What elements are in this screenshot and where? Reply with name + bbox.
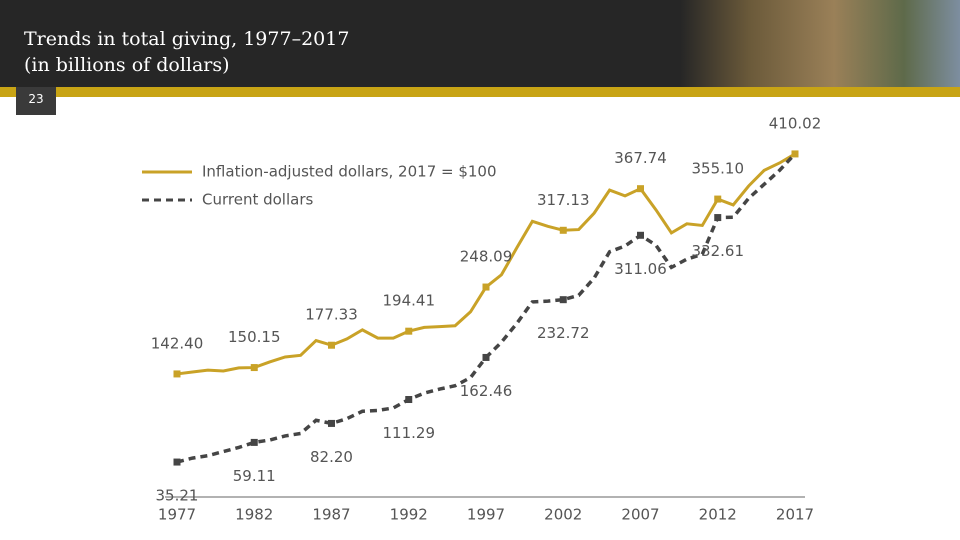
- point-marker: [328, 341, 335, 349]
- x-tick-label: 1997: [467, 506, 505, 524]
- point-marker: [482, 283, 490, 291]
- point-marker: [637, 231, 644, 239]
- point-marker: [173, 458, 181, 466]
- value-label: 232.72: [537, 324, 590, 342]
- value-label: 367.74: [614, 149, 667, 167]
- value-label: 248.09: [460, 248, 513, 266]
- legend-label: Current dollars: [202, 191, 313, 209]
- x-tick-label: 1977: [158, 506, 196, 524]
- value-label: 332.61: [692, 242, 745, 260]
- value-label: 59.11: [233, 467, 276, 485]
- point-marker: [250, 364, 258, 372]
- point-marker: [559, 296, 567, 304]
- x-tick-label: 1982: [235, 506, 273, 524]
- title-line: Trends in total giving, 1977–2017: [24, 28, 350, 50]
- point-marker: [328, 419, 335, 427]
- point-marker: [405, 327, 413, 335]
- x-tick-label: 1987: [312, 506, 350, 524]
- value-label: 162.46: [460, 382, 513, 400]
- point-marker: [173, 370, 181, 378]
- value-label: 194.41: [383, 292, 436, 310]
- value-label: 111.29: [383, 424, 436, 442]
- x-tick-label: 2002: [544, 506, 582, 524]
- header-photo: [680, 0, 960, 87]
- value-label: 35.21: [156, 487, 199, 505]
- x-tick-label: 2012: [699, 506, 737, 524]
- value-label: 311.06: [614, 260, 667, 278]
- point-marker: [637, 185, 644, 193]
- x-tick-label: 2017: [776, 506, 814, 524]
- value-label: 82.20: [310, 448, 353, 466]
- subtitle-line: (in billions of dollars): [24, 54, 230, 76]
- x-tick-label: 1992: [390, 506, 428, 524]
- point-marker: [250, 438, 258, 446]
- value-label: 410.02: [769, 114, 822, 132]
- header-stripe: [0, 87, 960, 97]
- value-label: 355.10: [692, 160, 745, 178]
- value-label: 317.13: [537, 191, 590, 209]
- point-marker: [405, 396, 413, 404]
- x-tick-label: 2007: [621, 506, 659, 524]
- page-number: 23: [16, 87, 56, 115]
- point-marker: [714, 195, 722, 203]
- value-label: 142.40: [151, 334, 204, 352]
- point-marker: [714, 214, 722, 222]
- point-marker: [482, 353, 490, 361]
- legend-label: Inflation-adjusted dollars, 2017 = $100: [202, 163, 497, 181]
- value-label: 177.33: [305, 306, 358, 324]
- slide-title: Trends in total giving, 1977–2017 (in bi…: [24, 26, 349, 78]
- point-marker: [559, 226, 567, 234]
- value-label: 150.15: [228, 328, 281, 346]
